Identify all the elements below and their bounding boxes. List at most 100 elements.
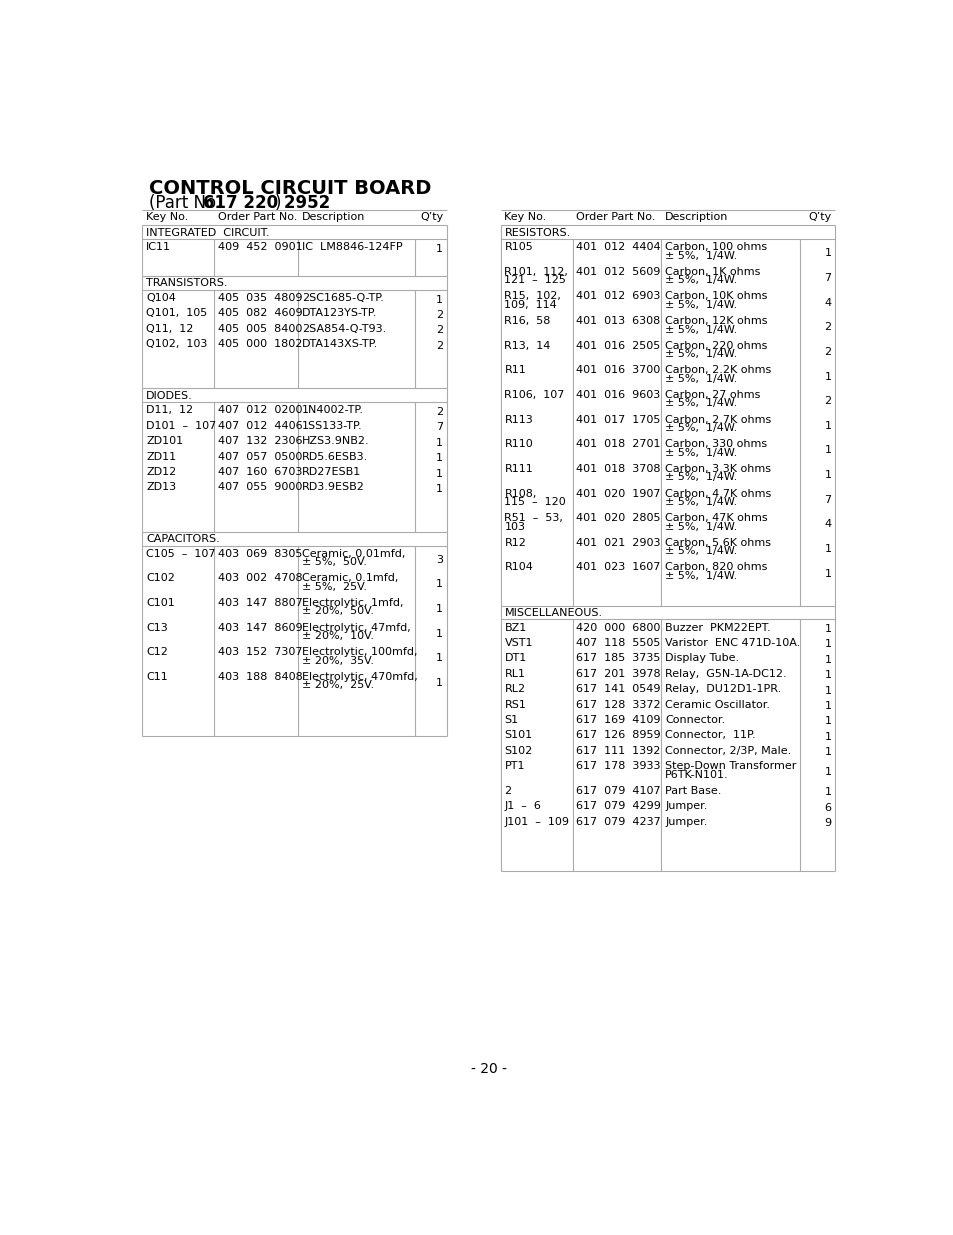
Text: 2SC1685-Q-TP.: 2SC1685-Q-TP. [301,293,383,303]
Text: Ceramic, 0.01mfd,: Ceramic, 0.01mfd, [301,548,405,558]
Text: 2: 2 [504,785,511,795]
Text: 3: 3 [436,555,443,564]
Text: 405  035  4809: 405 035 4809 [217,293,302,303]
Text: Connector,  11P.: Connector, 11P. [664,730,755,740]
Text: RD5.6ESB3.: RD5.6ESB3. [301,452,368,462]
Text: D101  –  107: D101 – 107 [146,421,216,431]
Text: 2: 2 [436,325,443,335]
Text: Connector.: Connector. [664,715,724,725]
Text: ± 5%,  1/4W.: ± 5%, 1/4W. [664,399,737,409]
Text: 407  118  5505: 407 118 5505 [576,638,660,648]
Text: INTEGRATED  CIRCUIT.: INTEGRATED CIRCUIT. [146,227,270,237]
Text: Carbon, 2.2K ohms: Carbon, 2.2K ohms [664,366,771,375]
Text: DT1: DT1 [504,653,526,663]
Text: ): ) [274,194,280,211]
Text: ± 5%,  1/4W.: ± 5%, 1/4W. [664,350,737,359]
Text: R101,  112,: R101, 112, [504,267,568,277]
Text: 2: 2 [436,406,443,417]
Text: 617  185  3735: 617 185 3735 [576,653,660,663]
Text: ± 5%,  1/4W.: ± 5%, 1/4W. [664,448,737,458]
Text: ± 5%,  1/4W.: ± 5%, 1/4W. [664,325,737,335]
Text: 1: 1 [823,624,831,634]
Text: 2: 2 [436,310,443,320]
Text: ± 5%,  1/4W.: ± 5%, 1/4W. [664,251,737,261]
Text: 617  128  3372: 617 128 3372 [576,699,660,710]
Text: 6: 6 [823,803,831,813]
Text: 407  012  4406: 407 012 4406 [217,421,302,431]
Text: 7: 7 [436,422,443,432]
Text: ± 5%,  1/4W.: ± 5%, 1/4W. [664,496,737,508]
Text: R16,  58: R16, 58 [504,316,550,326]
Text: J101  –  109: J101 – 109 [504,816,569,826]
Text: 1: 1 [823,372,831,382]
Text: 401  013  6308: 401 013 6308 [576,316,660,326]
Text: Carbon, 3.3K ohms: Carbon, 3.3K ohms [664,464,770,474]
Text: 4: 4 [823,520,831,530]
Text: Carbon, 220 ohms: Carbon, 220 ohms [664,341,767,351]
Text: 1: 1 [823,747,831,757]
Text: 403  188  8408: 403 188 8408 [217,672,302,682]
Text: 7: 7 [823,273,831,283]
Text: ZD12: ZD12 [146,467,176,477]
Text: ± 20%,  35V.: ± 20%, 35V. [301,656,374,666]
Text: 1: 1 [436,629,443,638]
Text: 121  –  125: 121 – 125 [504,275,566,285]
Text: 1: 1 [823,767,831,777]
Text: 617  079  4299: 617 079 4299 [576,802,660,811]
Text: 401  020  1907: 401 020 1907 [576,489,660,499]
Text: ± 5%,  1/4W.: ± 5%, 1/4W. [664,571,737,580]
Text: R11: R11 [504,366,526,375]
Text: R111: R111 [504,464,533,474]
Text: R110: R110 [504,440,533,450]
Text: 1: 1 [436,604,443,614]
Text: 1: 1 [823,732,831,742]
Text: 403  002  4708: 403 002 4708 [217,573,302,583]
Text: 401  016  3700: 401 016 3700 [576,366,660,375]
Text: 405  082  4609: 405 082 4609 [217,309,302,319]
Text: ± 5%,  1/4W.: ± 5%, 1/4W. [664,546,737,556]
Text: 2: 2 [823,347,831,357]
Text: 1: 1 [823,446,831,456]
Text: Carbon, 5.6K ohms: Carbon, 5.6K ohms [664,537,770,548]
Text: BZ1: BZ1 [504,622,526,632]
Text: S1: S1 [504,715,518,725]
Text: Electrolytic, 100mfd,: Electrolytic, 100mfd, [301,647,416,657]
Text: Carbon, 4.7K ohms: Carbon, 4.7K ohms [664,489,771,499]
Text: Relay,  DU12D1-1PR.: Relay, DU12D1-1PR. [664,684,781,694]
Text: Part Base.: Part Base. [664,785,720,795]
Text: 1: 1 [436,678,443,688]
Text: 1: 1 [436,579,443,589]
Text: R12: R12 [504,537,526,548]
Text: DTA143XS-TP.: DTA143XS-TP. [301,340,377,350]
Text: PT1: PT1 [504,761,524,771]
Text: 1N4002-TP.: 1N4002-TP. [301,405,363,415]
Text: 2: 2 [823,322,831,332]
Text: ZD11: ZD11 [146,452,176,462]
Text: HZS3.9NB2.: HZS3.9NB2. [301,436,369,446]
Text: Step-Down Transformer: Step-Down Transformer [664,761,796,771]
Text: 2: 2 [436,341,443,351]
Text: ZD101: ZD101 [146,436,183,446]
Text: C102: C102 [146,573,175,583]
Text: Electrolytic, 470mfd,: Electrolytic, 470mfd, [301,672,417,682]
Text: 420  000  6800: 420 000 6800 [576,622,660,632]
Text: 1: 1 [823,655,831,664]
Text: ± 5%,  1/4W.: ± 5%, 1/4W. [664,374,737,384]
Text: Carbon, 27 ohms: Carbon, 27 ohms [664,390,760,400]
Text: 401  012  5609: 401 012 5609 [576,267,660,277]
Text: 1: 1 [436,468,443,478]
Text: (Part No.: (Part No. [149,194,226,211]
Text: 1: 1 [823,671,831,680]
Text: P6TK-N101.: P6TK-N101. [664,769,728,779]
Text: C12: C12 [146,647,168,657]
Text: 401  012  6903: 401 012 6903 [576,291,660,301]
Text: RS1: RS1 [504,699,526,710]
Text: R15,  102,: R15, 102, [504,291,560,301]
Text: 401  021  2903: 401 021 2903 [576,537,660,548]
Text: 407  055  9000: 407 055 9000 [217,483,302,493]
Text: 401  018  3708: 401 018 3708 [576,464,660,474]
Text: ± 5%,  1/4W.: ± 5%, 1/4W. [664,424,737,433]
Text: R105: R105 [504,242,533,252]
Text: 1SS133-TP.: 1SS133-TP. [301,421,362,431]
Text: 109,  114: 109, 114 [504,300,557,310]
